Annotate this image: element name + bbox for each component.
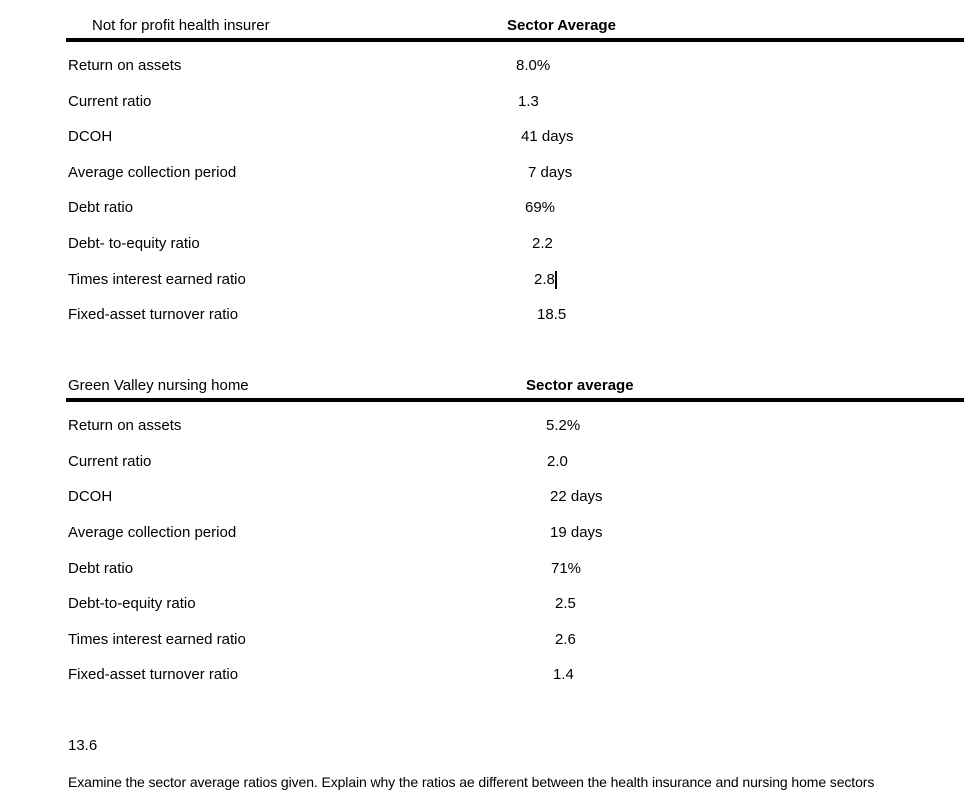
ratio-label: Fixed-asset turnover ratio [68,666,239,683]
table-title: Green Valley nursing home [68,377,249,394]
ratio-value: 2.0 [547,453,568,470]
table-row: Times interest earned ratio 2.8 [0,270,964,292]
ratio-label: Fixed-asset turnover ratio [68,306,239,323]
ratio-label: Return on assets [68,57,182,74]
ratio-value: 2.6 [555,631,576,648]
ratio-value: 1.4 [553,666,574,683]
table-row: Current ratio 1.3 [0,92,964,114]
ratio-value: 8.0% [516,57,551,74]
ratio-label: Debt ratio [68,560,134,577]
ratio-label: Debt ratio [68,199,134,216]
ratio-label: Average collection period [68,524,237,541]
table-row: Return on assets 8.0% [0,56,964,78]
header-rule [66,398,964,402]
ratio-label: Debt- to-equity ratio [68,235,200,252]
ratio-value: 7 days [528,164,573,181]
ratio-value: 2.8 [534,271,555,288]
ratio-label: Current ratio [68,453,152,470]
ratio-label: Debt-to-equity ratio [68,595,196,612]
column-header: Sector average [526,377,634,394]
header-rule [66,38,964,42]
question-text: Examine the sector average ratios given.… [68,774,875,790]
table-row: DCOH 41 days [0,127,964,149]
table-row: Debt ratio 69% [0,198,964,220]
table-row: Fixed-asset turnover ratio 1.4 [0,665,964,687]
table-row: Debt ratio 71% [0,559,964,581]
ratio-label: Current ratio [68,93,152,110]
ratio-value: 5.2% [546,417,581,434]
column-header: Sector Average [507,17,616,34]
problem-number: 13.6 [68,737,98,754]
ratio-value: 69% [525,199,556,216]
table-title: Not for profit health insurer [92,17,270,34]
table-row: DCOH 22 days [0,487,964,509]
ratio-label: Average collection period [68,164,237,181]
ratio-value: 2.5 [555,595,576,612]
ratio-value: 2.2 [532,235,553,252]
ratio-value: 1.3 [518,93,539,110]
ratio-label: Return on assets [68,417,182,434]
ratio-label: DCOH [68,488,113,505]
table-row: Times interest earned ratio 2.6 [0,630,964,652]
table-row: Debt- to-equity ratio 2.2 [0,234,964,256]
table-row: Debt-to-equity ratio 2.5 [0,594,964,616]
table-row: Current ratio 2.0 [0,452,964,474]
ratio-value: 19 days [550,524,603,541]
ratio-value: 18.5 [537,306,567,323]
ratio-value: 41 days [521,128,574,145]
ratio-value: 71% [551,560,582,577]
table-row: Fixed-asset turnover ratio 18.5 [0,305,964,327]
table-row: Average collection period 7 days [0,163,964,185]
ratio-label: Times interest earned ratio [68,271,246,288]
table-row: Return on assets 5.2% [0,416,964,438]
text-cursor-caret [555,271,557,289]
ratio-label: Times interest earned ratio [68,631,246,648]
table-row: Average collection period 19 days [0,523,964,545]
ratio-label: DCOH [68,128,113,145]
ratio-value: 22 days [550,488,603,505]
